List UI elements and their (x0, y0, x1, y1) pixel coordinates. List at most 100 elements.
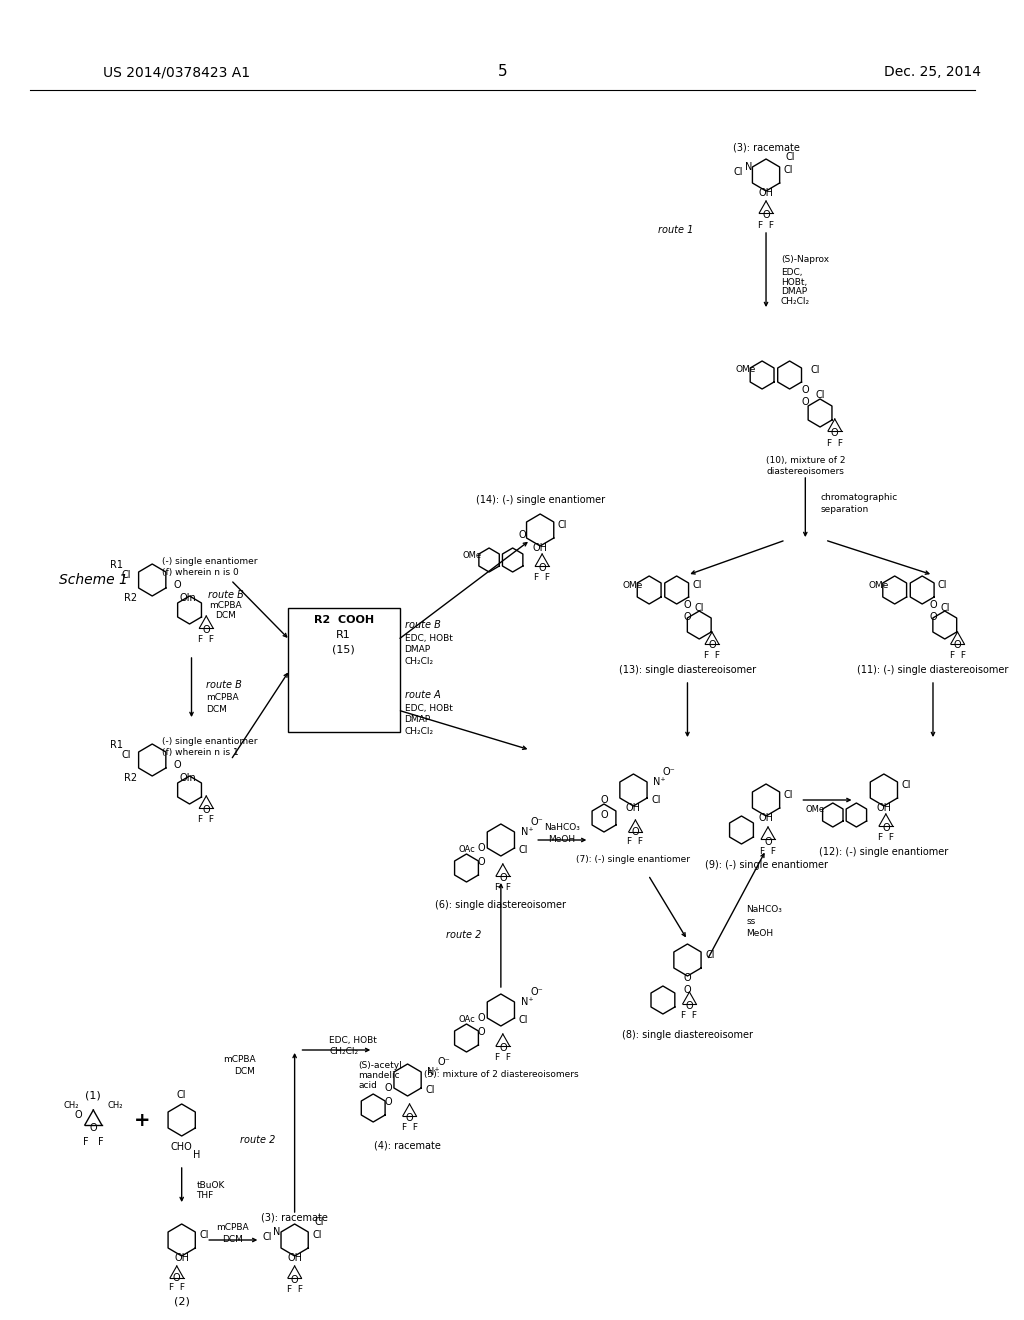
Text: OMe: OMe (868, 581, 889, 590)
Text: Cl: Cl (692, 579, 701, 590)
Text: DCM: DCM (234, 1068, 255, 1077)
Text: Cl: Cl (810, 366, 820, 375)
Text: N⁺: N⁺ (427, 1067, 440, 1077)
Text: Cl: Cl (783, 165, 794, 176)
Text: CH₂Cl₂: CH₂Cl₂ (780, 297, 810, 306)
Text: F  F: F F (760, 847, 776, 857)
Text: CH₂Cl₂: CH₂Cl₂ (404, 727, 434, 737)
Text: OH: OH (626, 803, 641, 813)
Text: Cl: Cl (518, 845, 528, 855)
Text: F  F: F F (878, 833, 894, 842)
Text: H: H (193, 1150, 200, 1160)
Text: (6): single diastereoisomer: (6): single diastereoisomer (435, 900, 566, 909)
Text: F  F: F F (199, 635, 214, 644)
Text: Cl: Cl (262, 1232, 272, 1242)
Text: +: + (134, 1110, 151, 1130)
Text: O: O (600, 810, 608, 820)
Text: Dec. 25, 2014: Dec. 25, 2014 (884, 65, 981, 79)
Text: (1): (1) (85, 1090, 101, 1100)
Text: (-) single enantiomer: (-) single enantiomer (162, 557, 258, 566)
Text: mCPBA: mCPBA (210, 601, 243, 610)
Text: O: O (477, 843, 485, 853)
Text: DCM: DCM (215, 610, 237, 619)
Text: diastereoisomers: diastereoisomers (766, 467, 844, 477)
Text: Cl: Cl (314, 1217, 324, 1228)
Text: N⁺: N⁺ (520, 828, 534, 837)
Text: F  F: F F (826, 438, 843, 447)
Text: OH: OH (759, 813, 773, 822)
Text: R1: R1 (336, 630, 351, 640)
Text: DMAP: DMAP (780, 288, 807, 297)
Text: ss: ss (746, 917, 756, 927)
Text: mandelic: mandelic (358, 1071, 400, 1080)
Text: (11): (-) single diastereoisomer: (11): (-) single diastereoisomer (857, 665, 1009, 675)
Text: O: O (802, 397, 809, 407)
Text: OH: OH (174, 1253, 189, 1263)
Text: (9): (-) single enantiomer: (9): (-) single enantiomer (705, 861, 827, 870)
Text: (4): racemate: (4): racemate (374, 1140, 441, 1150)
FancyBboxPatch shape (288, 609, 399, 733)
Text: R2: R2 (124, 774, 137, 783)
Text: O: O (684, 973, 691, 983)
Text: Cl: Cl (785, 152, 796, 162)
Text: Cl: Cl (177, 1090, 186, 1100)
Text: O⁻: O⁻ (530, 987, 543, 997)
Text: US 2014/0378423 A1: US 2014/0378423 A1 (103, 65, 250, 79)
Text: O: O (632, 828, 639, 837)
Text: (10), mixture of 2: (10), mixture of 2 (766, 455, 845, 465)
Text: N⁺: N⁺ (520, 997, 534, 1007)
Text: (-) single enantiomer: (-) single enantiomer (162, 738, 258, 747)
Text: O: O (75, 1110, 82, 1119)
Text: Cl: Cl (734, 168, 743, 177)
Text: DCM: DCM (222, 1236, 243, 1245)
Text: EDC, HOBt: EDC, HOBt (329, 1035, 377, 1044)
Text: O: O (203, 624, 210, 635)
Text: O: O (477, 857, 485, 867)
Text: O: O (684, 601, 691, 610)
Text: OH: OH (759, 187, 773, 198)
Text: Cl: Cl (940, 603, 949, 612)
Text: CHO: CHO (171, 1142, 193, 1152)
Text: O: O (882, 822, 890, 833)
Text: OIn: OIn (180, 774, 197, 783)
Text: (3): racemate: (3): racemate (732, 143, 800, 152)
Text: O: O (174, 760, 181, 770)
Text: separation: separation (820, 506, 868, 515)
Text: O: O (600, 795, 608, 805)
Text: mCPBA: mCPBA (216, 1224, 249, 1233)
Text: O: O (89, 1123, 97, 1133)
Text: O: O (477, 1027, 485, 1038)
Text: HOBt,: HOBt, (780, 277, 807, 286)
Text: OH: OH (287, 1253, 302, 1263)
Text: OAc: OAc (458, 846, 475, 854)
Text: OIn: OIn (180, 593, 197, 603)
Text: NaHCO₃: NaHCO₃ (746, 906, 782, 915)
Text: O: O (762, 210, 770, 220)
Text: Cl: Cl (121, 570, 131, 579)
Text: NaHCO₃: NaHCO₃ (544, 824, 580, 833)
Text: F  F: F F (199, 816, 214, 825)
Text: MeOH: MeOH (746, 929, 773, 939)
Text: O: O (953, 640, 962, 649)
Text: EDC, HOBt: EDC, HOBt (404, 634, 453, 643)
Text: Cl: Cl (518, 1015, 528, 1026)
Text: (14): (-) single enantiomer: (14): (-) single enantiomer (475, 495, 605, 506)
Text: Cl: Cl (651, 795, 660, 805)
Text: O: O (802, 385, 809, 395)
Text: F  F: F F (169, 1283, 184, 1292)
Text: (5): mixture of 2 diastereoisomers: (5): mixture of 2 diastereoisomers (424, 1071, 579, 1080)
Text: mCPBA: mCPBA (206, 693, 239, 702)
Text: F  F: F F (287, 1286, 303, 1295)
Text: (S)-acetyl: (S)-acetyl (358, 1060, 402, 1069)
Text: Cl: Cl (121, 750, 131, 760)
Text: (15): (15) (333, 645, 355, 655)
Text: OH: OH (532, 543, 548, 553)
Text: Cl: Cl (694, 603, 703, 612)
Text: CH₂Cl₂: CH₂Cl₂ (329, 1048, 358, 1056)
Text: OAc: OAc (458, 1015, 475, 1024)
Text: EDC,: EDC, (780, 268, 802, 276)
Text: (f) wherein n is 0: (f) wherein n is 0 (162, 568, 239, 577)
Text: (8): single diastereoisomer: (8): single diastereoisomer (622, 1030, 753, 1040)
Text: R2  COOH: R2 COOH (313, 615, 374, 624)
Text: DMAP: DMAP (404, 715, 431, 725)
